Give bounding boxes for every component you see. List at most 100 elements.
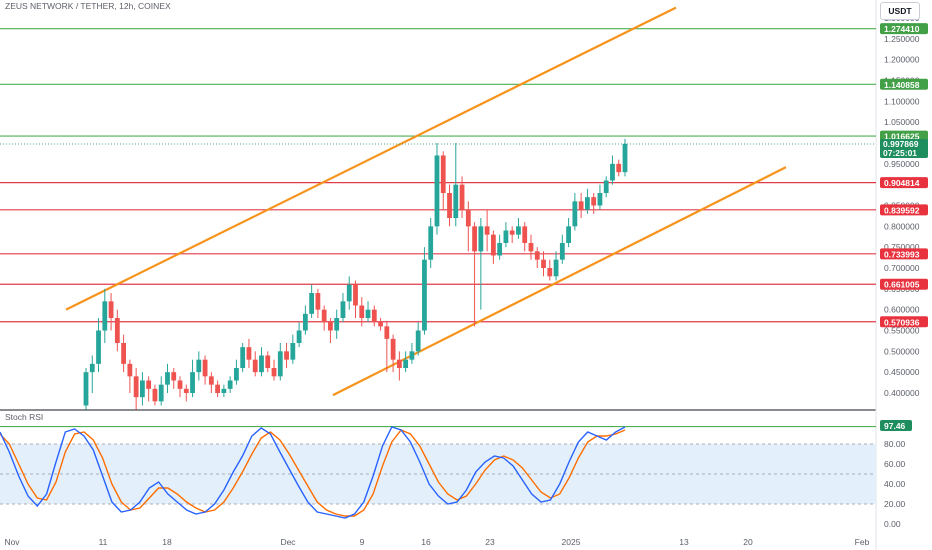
level-label: 1.140858 — [884, 80, 920, 90]
price-tick-label: 0.750000 — [884, 242, 920, 252]
candle-body — [428, 226, 434, 260]
candle-body — [302, 313, 308, 331]
price-tick-label: 0.400000 — [884, 388, 920, 398]
candle-body — [503, 230, 509, 243]
level-label: 0.904814 — [884, 178, 920, 188]
chart-title: ZEUS NETWORK / TETHER, 12h, COINEX — [5, 1, 171, 11]
candle-body — [353, 284, 358, 306]
candle-body — [215, 384, 221, 393]
rsi-tick-label: 40.00 — [884, 479, 906, 489]
candle-body — [378, 322, 383, 327]
candles — [83, 138, 628, 410]
rsi-tick-label: 80.00 — [884, 439, 906, 449]
time-label: Nov — [4, 537, 20, 547]
candle-body — [497, 243, 503, 256]
candle-body — [271, 368, 277, 377]
candle-body — [359, 305, 365, 318]
candle-body — [252, 359, 258, 373]
price-tick-label: 0.500000 — [884, 346, 920, 356]
candle-body — [227, 380, 233, 389]
time-label: 20 — [743, 537, 753, 547]
price-channel[interactable] — [65, 6, 787, 397]
candle-body — [121, 343, 127, 364]
stoch-rsi-k-line — [0, 426, 626, 519]
candle-body — [340, 301, 346, 318]
level-label-bg — [880, 78, 928, 90]
candle-body — [177, 380, 183, 389]
candle-body — [265, 355, 271, 368]
candle-body — [315, 293, 321, 310]
candle-body — [490, 234, 496, 256]
time-label: Dec — [280, 537, 296, 547]
candle-body — [447, 193, 452, 218]
candle-body — [290, 343, 296, 360]
candle-body — [102, 301, 108, 331]
candle-body — [309, 293, 315, 314]
candle-body — [415, 330, 421, 352]
candle-body — [434, 155, 440, 227]
rsi-tick-label: 20.00 — [884, 499, 906, 509]
candle-body — [221, 388, 227, 393]
rsi-band — [0, 425, 876, 505]
level-label-bg — [880, 23, 928, 35]
time-label: 16 — [421, 537, 431, 547]
rsi-axis[interactable]: 80.00 60.00 40.00 20.00 0.00 — [884, 439, 906, 529]
price-tick-label: 0.800000 — [884, 221, 920, 231]
level-label-bg — [880, 204, 928, 216]
candle-body — [566, 226, 571, 243]
level-label: 1.274410 — [884, 24, 920, 34]
price-tick-label: 0.600000 — [884, 305, 920, 315]
candle-body — [384, 326, 390, 339]
level-label: 0.661005 — [884, 280, 920, 290]
countdown-timer: 07:25:01 — [883, 148, 917, 158]
price-tick-label: 1.100000 — [884, 96, 920, 106]
price-tick-label: 0.700000 — [884, 263, 920, 273]
candle-body — [234, 368, 239, 381]
candle-body — [146, 380, 152, 389]
candle-body — [171, 372, 177, 381]
candle-body — [578, 201, 584, 210]
candle-body — [603, 180, 609, 193]
time-axis[interactable]: Nov 11 18 Dec 9 16 23 2025 13 20 Feb — [4, 537, 869, 547]
candle-body — [196, 359, 202, 373]
candle-body — [152, 388, 158, 402]
level-label-bg — [880, 130, 928, 142]
candle-body — [610, 163, 615, 181]
candle-body — [83, 372, 89, 406]
time-label: 13 — [679, 537, 689, 547]
currency-button[interactable]: USDT — [880, 2, 920, 20]
candle-body — [259, 355, 264, 373]
rsi-value-text: 97.46 — [884, 421, 906, 431]
level-label: 1.016625 — [884, 132, 920, 142]
candle-body — [284, 351, 289, 360]
candle-body — [246, 347, 252, 360]
candle-body — [509, 230, 515, 235]
candle-body — [559, 243, 565, 260]
candle-body — [296, 330, 302, 343]
time-label: Feb — [855, 537, 870, 547]
candle-body — [422, 259, 427, 331]
channel-line — [65, 6, 677, 311]
candle-body — [403, 359, 409, 368]
candle-body — [321, 309, 327, 323]
level-label-bg — [880, 177, 928, 189]
stoch-rsi-d-line — [0, 429, 626, 517]
candle-body — [522, 226, 528, 243]
candle-body — [584, 197, 590, 210]
candle-body — [528, 243, 534, 252]
candle-body — [390, 338, 396, 360]
time-label: 23 — [485, 537, 495, 547]
candle-body — [591, 197, 597, 206]
level-label: 0.733993 — [884, 249, 920, 259]
candle-body — [89, 363, 95, 373]
time-label: 18 — [162, 537, 172, 547]
candle-body — [133, 376, 139, 398]
price-tick-label: 1.050000 — [884, 117, 920, 127]
time-label: 11 — [99, 537, 108, 547]
candle-body — [484, 226, 490, 235]
candle-body — [616, 163, 622, 173]
candle-body — [541, 259, 546, 268]
candle-body — [328, 322, 333, 331]
time-label: 2025 — [562, 537, 581, 547]
